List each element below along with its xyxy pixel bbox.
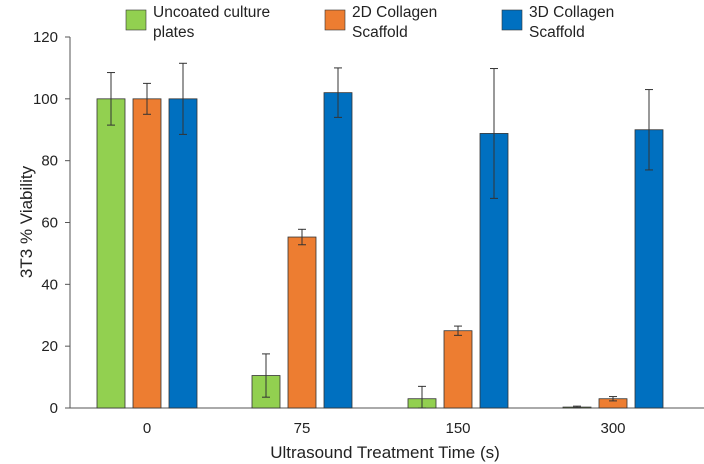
error-bar — [179, 62, 187, 135]
error-bar — [143, 82, 151, 115]
error-bar — [454, 325, 462, 336]
legend: Uncoated culture plates 2D Collagen Scaffol… — [125, 4, 614, 41]
legend-swatch — [501, 9, 523, 31]
error-bars — [107, 62, 653, 409]
bar-uncoated-culture-plates-0 — [96, 98, 126, 409]
y-tick-label: 120 — [33, 29, 58, 46]
legend-item: 2D Collagen Scaffold — [324, 4, 437, 41]
legend-swatch — [125, 9, 147, 31]
legend-label: 2D Collagen — [352, 4, 437, 21]
legend-label: Uncoated culture — [153, 4, 270, 21]
y-tick-label: 80 — [41, 153, 58, 170]
legend-label: plates — [153, 24, 195, 41]
error-bar — [334, 67, 342, 118]
error-bar — [262, 353, 270, 398]
error-bar — [645, 89, 653, 171]
x-axis-title: Ultrasound Treatment Time (s) — [270, 443, 500, 462]
legend-swatch — [324, 9, 346, 31]
x-tick-label: 300 — [600, 420, 625, 437]
bar-2d-collagen-scaffold-75 — [287, 236, 317, 409]
bar-2d-collagen-scaffold-150 — [443, 330, 473, 409]
y-axis-title: 3T3 % Viability — [17, 165, 36, 278]
y-axis: 0 20 40 60 80 100 120 3T3 % Viability — [17, 29, 71, 417]
legend-label: Scaffold — [529, 24, 585, 41]
y-tick-label: 0 — [50, 400, 58, 417]
error-bar — [573, 405, 581, 409]
x-tick-label: 150 — [445, 420, 470, 437]
legend-item: Uncoated culture plates — [125, 4, 270, 41]
error-bar — [298, 228, 306, 246]
legend-label: 3D Collagen — [529, 4, 614, 21]
bar-3d-collagen-scaffold-300 — [634, 129, 664, 409]
bar-2d-collagen-scaffold-0 — [132, 98, 162, 409]
bar-3d-collagen-scaffold-75 — [323, 92, 353, 409]
x-axis: 0 75 150 300 Ultrasound Treatment Time (s) — [70, 407, 704, 462]
y-tick-label: 20 — [41, 338, 58, 355]
legend-label: Scaffold — [352, 24, 408, 41]
y-tick-label: 100 — [33, 91, 58, 108]
y-tick-label: 40 — [41, 276, 58, 293]
legend-item: 3D Collagen Scaffold — [501, 4, 614, 41]
error-bar — [107, 72, 115, 126]
bar-3d-collagen-scaffold-0 — [168, 98, 198, 409]
x-tick-label: 0 — [143, 420, 151, 437]
y-tick-label: 60 — [41, 215, 58, 232]
bars — [96, 92, 664, 409]
error-bar — [490, 68, 498, 199]
error-bar — [609, 396, 617, 402]
x-tick-label: 75 — [294, 420, 311, 437]
error-bar — [418, 385, 426, 409]
